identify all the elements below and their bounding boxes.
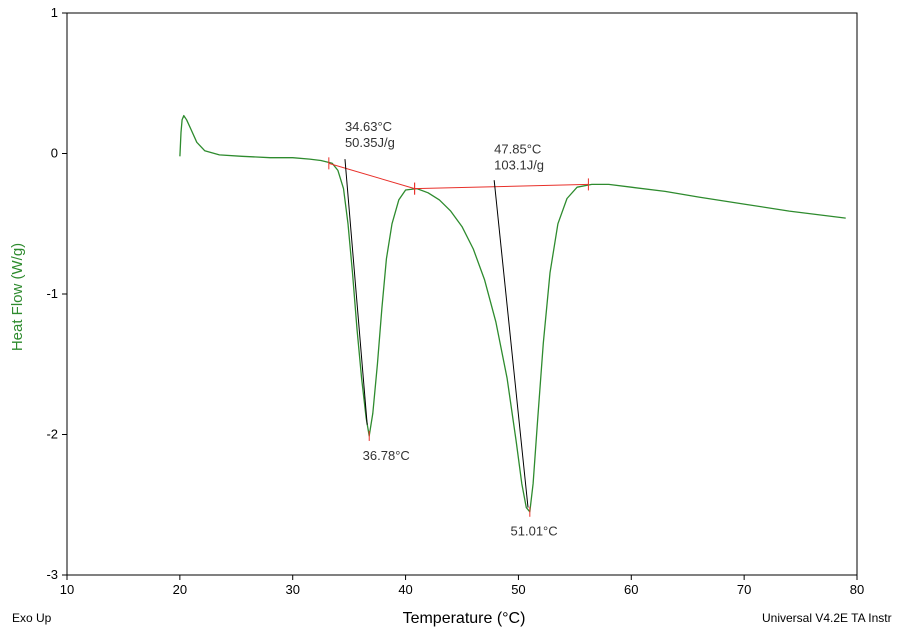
y-tick-label: -3 [46,567,58,582]
annotation-text: 51.01°C [511,524,558,539]
onset-tangent-line [493,180,529,508]
y-tick-label: -2 [46,427,58,442]
onset-tangent-line [344,159,368,425]
x-axis-label: Temperature (°C) [403,610,526,627]
integration-baseline [414,183,589,190]
annotation-text: 36.78°C [363,448,410,463]
integration-baseline [328,162,415,190]
x-tick-label: 20 [173,582,187,597]
y-tick-label: 0 [51,146,58,161]
x-tick-label: 60 [624,582,638,597]
x-tick-label: 40 [398,582,412,597]
software-version-label: Universal V4.2E TA Instr [762,611,892,625]
heat-flow-curve [179,114,846,513]
plot-frame [66,12,858,576]
y-tick-label: -1 [46,286,58,301]
x-tick-label: 10 [60,582,74,597]
annotation-text: 50.35J/g [345,135,395,150]
x-tick-label: 70 [737,582,751,597]
x-tick-label: 30 [285,582,299,597]
annotation-text: 47.85°C [494,142,541,157]
x-tick-label: 80 [850,582,864,597]
y-tick-label: 1 [51,5,58,20]
y-axis-label: Heat Flow (W/g) [9,243,26,351]
exo-up-label: Exo Up [12,611,52,625]
annotation-text: 103.1J/g [494,158,544,173]
x-tick-label: 50 [511,582,525,597]
annotation-text: 34.63°C [345,119,392,134]
